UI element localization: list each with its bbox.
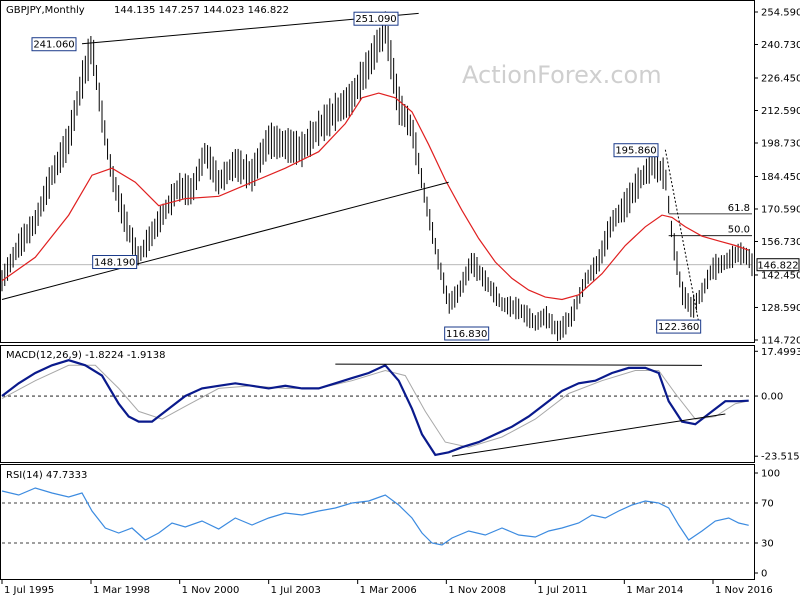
price-annotation-label: 122.360	[658, 322, 699, 333]
x-tick-label: 1 Jul 2003	[271, 585, 321, 596]
macd-y-tick-label: 17.4993	[761, 347, 800, 358]
price-trendline[interactable]	[1, 181, 449, 300]
price-y-tick-label: 156.730	[761, 237, 800, 248]
last-price-label: 146.822	[757, 261, 798, 272]
macd-y-tick-label: -23.5153	[761, 452, 800, 463]
price-y-tick-label: 184.450	[761, 172, 800, 183]
x-tick-label: 1 Jul 1995	[4, 585, 54, 596]
moving-average-line	[1, 92, 749, 301]
x-tick-label: 1 Mar 2014	[626, 585, 683, 596]
x-tick-label: 1 Nov 2000	[182, 585, 240, 596]
price-y-tick-label: 142.450	[761, 270, 800, 281]
price-annotation-box	[31, 37, 77, 52]
rsi-line	[1, 487, 749, 546]
fib-level-label: 50.0	[728, 225, 750, 236]
rsi-y-tick-label: 70	[761, 499, 774, 510]
macd-signal-line	[1, 364, 749, 448]
macd-title: MACD(12,26,9) -1.8224 -1.9138	[6, 350, 166, 361]
price-annotation-label: 195.860	[615, 146, 656, 157]
price-annotation-label: 116.830	[446, 329, 487, 340]
fib-level-label: 61.8	[728, 203, 750, 214]
macd-line	[1, 359, 749, 457]
x-tick-label: 1 Mar 2006	[360, 585, 417, 596]
watermark-text: ActionForex.com	[462, 61, 662, 89]
price-annotation-box	[613, 143, 659, 158]
price-y-tick-label: 212.590	[761, 106, 800, 117]
price-y-tick-label: 240.730	[761, 40, 800, 51]
price-annotation-box	[444, 326, 490, 341]
rsi-y-tick-label: 0	[761, 569, 767, 580]
price-annotation-box	[353, 11, 399, 26]
macd-trendline[interactable]	[335, 363, 703, 366]
price-y-tick-label: 170.590	[761, 204, 800, 215]
last-price-box	[756, 258, 800, 272]
price-annotation-box	[92, 255, 138, 270]
rsi-title: RSI(14) 47.7333	[6, 470, 87, 481]
price-y-tick-label: 254.590	[761, 7, 800, 18]
price-projection-line	[664, 149, 700, 323]
x-tick-label: 1 Jul 2011	[537, 585, 587, 596]
macd-trendline[interactable]	[451, 413, 726, 457]
rsi-panel[interactable]	[0, 464, 755, 580]
x-tick-label: 1 Nov 2016	[715, 585, 773, 596]
x-tick-label: 1 Mar 1998	[93, 585, 150, 596]
price-y-tick-label: 226.450	[761, 73, 800, 84]
rsi-y-tick-label: 30	[761, 539, 774, 550]
chart-ohlc: 144.135 147.257 144.023 146.822	[114, 5, 289, 16]
price-y-tick-label: 128.590	[761, 303, 800, 314]
price-annotation-label: 251.090	[355, 14, 396, 25]
price-annotation-box	[656, 319, 702, 334]
rsi-y-tick-label: 100	[761, 469, 780, 480]
price-y-tick-label: 114.720	[761, 336, 800, 347]
price-annotation-label: 241.060	[33, 40, 74, 51]
macd-y-tick-label: 0.00	[761, 392, 783, 403]
price-y-tick-label: 198.730	[761, 138, 800, 149]
chart-symbol: GBPJPY,Monthly	[6, 5, 85, 16]
macd-panel[interactable]	[0, 345, 755, 463]
x-tick-label: 1 Nov 2008	[448, 585, 506, 596]
price-annotation-label: 148.190	[94, 258, 135, 269]
